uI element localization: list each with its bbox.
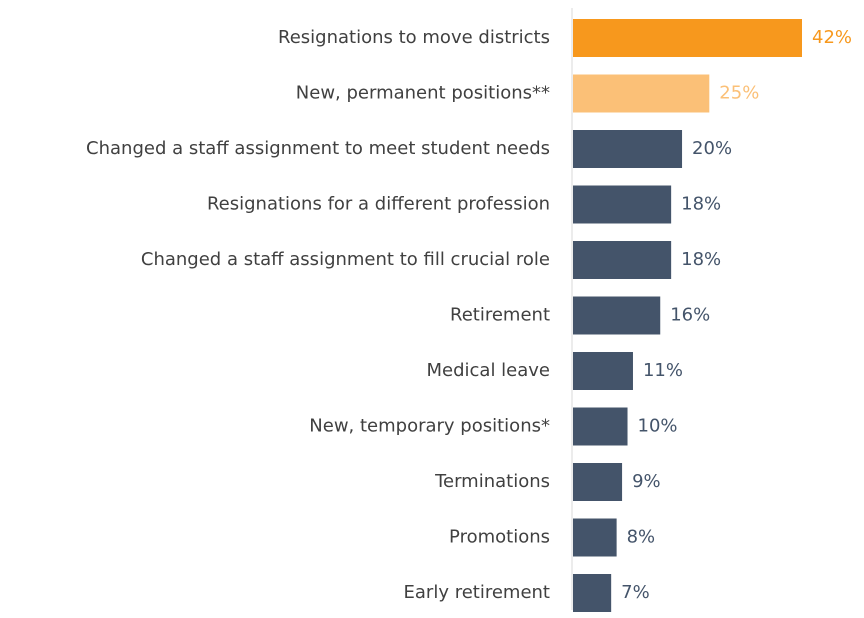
value-label: 20%: [692, 138, 732, 159]
value-label: 16%: [670, 305, 710, 326]
bar: [573, 241, 672, 279]
bar: [573, 407, 628, 446]
bar: [573, 463, 623, 501]
value-label: 9%: [632, 471, 661, 492]
value-label: 18%: [681, 194, 721, 215]
value-label: 7%: [621, 582, 650, 603]
bar: [573, 518, 617, 557]
category-label: Medical leave: [426, 360, 550, 381]
bar: [573, 296, 661, 335]
category-label: Changed a staff assignment to fill cruci…: [141, 249, 550, 270]
value-label: 11%: [643, 360, 683, 381]
category-label: Retirement: [450, 305, 550, 326]
value-label: 18%: [681, 249, 721, 270]
bar: [573, 352, 633, 390]
category-label: Resignations for a different profession: [207, 194, 550, 215]
bar: [573, 74, 710, 113]
category-label: Early retirement: [404, 582, 550, 603]
category-label: Promotions: [449, 527, 550, 548]
category-label: Resignations to move districts: [278, 27, 550, 48]
bar: [573, 574, 612, 612]
value-label: 10%: [638, 416, 678, 437]
bar: [573, 130, 683, 168]
value-label: 25%: [719, 83, 759, 104]
category-label: New, temporary positions*: [309, 416, 550, 437]
bar: [573, 19, 802, 57]
category-label: New, permanent positions**: [296, 83, 550, 104]
value-label: 42%: [812, 27, 852, 48]
category-label: Changed a staff assignment to meet stude…: [86, 138, 550, 159]
value-label: 8%: [627, 527, 656, 548]
bar: [573, 185, 672, 224]
category-label: Terminations: [434, 471, 550, 492]
